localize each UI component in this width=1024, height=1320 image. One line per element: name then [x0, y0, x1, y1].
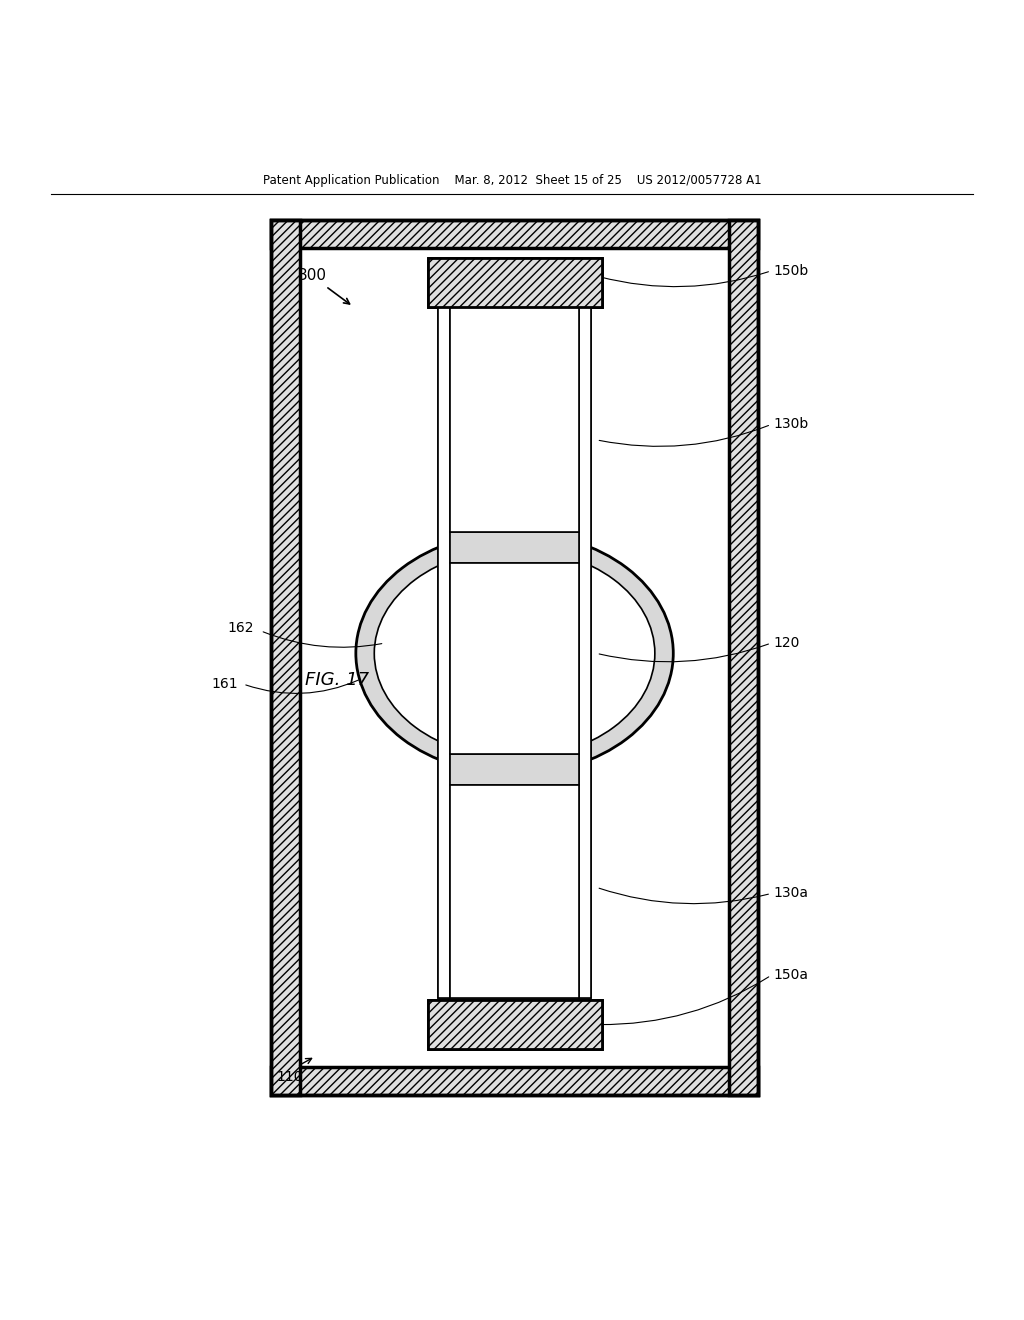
Bar — [450, 754, 579, 785]
Bar — [437, 306, 450, 998]
Bar — [450, 306, 579, 532]
Bar — [579, 306, 591, 998]
Text: 120: 120 — [773, 636, 800, 651]
Bar — [450, 754, 579, 785]
Bar — [300, 248, 729, 1067]
Bar — [729, 219, 758, 1096]
Text: 150b: 150b — [773, 264, 808, 279]
Text: FIG. 17: FIG. 17 — [305, 672, 370, 689]
Bar — [450, 532, 579, 562]
Bar — [427, 257, 601, 306]
Ellipse shape — [355, 532, 674, 774]
Bar — [450, 532, 579, 562]
Ellipse shape — [374, 549, 655, 758]
Bar — [437, 306, 450, 998]
Text: 161: 161 — [211, 677, 238, 692]
Bar — [579, 306, 591, 998]
Text: 130a: 130a — [773, 887, 808, 900]
Bar — [450, 785, 579, 998]
Text: Patent Application Publication    Mar. 8, 2012  Sheet 15 of 25    US 2012/005772: Patent Application Publication Mar. 8, 2… — [263, 174, 761, 186]
Bar — [450, 785, 579, 998]
Bar — [271, 219, 758, 1096]
Bar — [427, 1001, 601, 1049]
Bar — [271, 1067, 758, 1096]
Text: 162: 162 — [227, 620, 253, 635]
Text: 150a: 150a — [773, 969, 808, 982]
Bar — [450, 562, 579, 754]
Bar — [427, 1001, 601, 1049]
Text: 110: 110 — [276, 1069, 303, 1084]
Text: 130b: 130b — [773, 417, 808, 432]
Bar — [450, 562, 579, 754]
Bar — [271, 219, 300, 1096]
Bar — [450, 306, 579, 532]
Bar — [427, 257, 601, 306]
Bar — [271, 219, 758, 248]
Text: 300: 300 — [298, 268, 327, 284]
